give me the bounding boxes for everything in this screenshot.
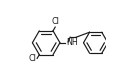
Text: Cl: Cl <box>28 54 36 63</box>
Text: Cl: Cl <box>51 17 59 26</box>
Text: NH: NH <box>66 38 78 47</box>
